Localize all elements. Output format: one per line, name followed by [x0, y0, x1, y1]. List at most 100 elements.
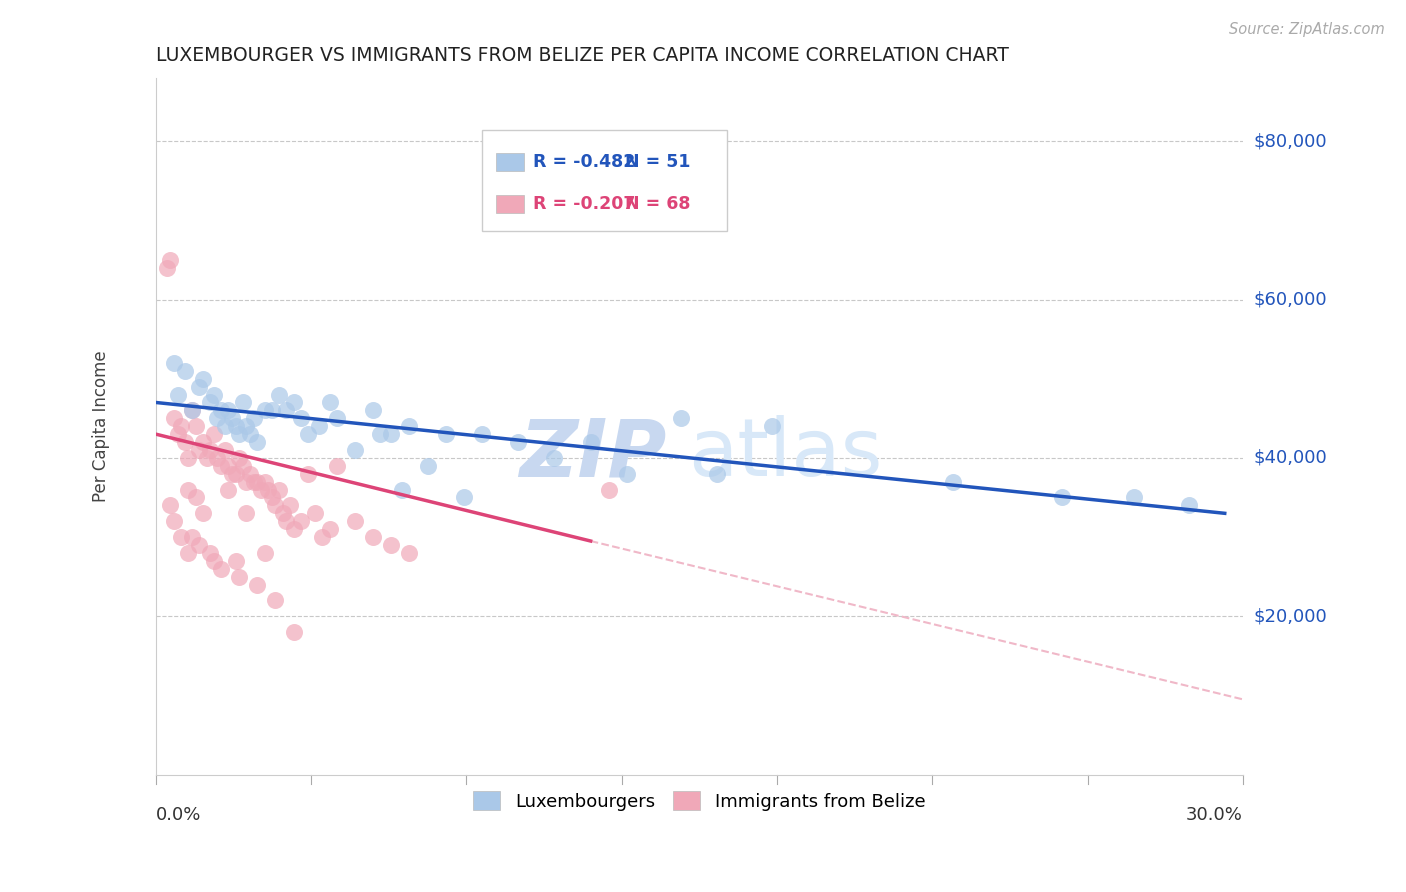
Point — [209, 562, 232, 576]
Point — [221, 411, 243, 425]
Point — [344, 442, 367, 457]
Point — [380, 538, 402, 552]
Point — [1123, 491, 1146, 505]
Point — [163, 411, 186, 425]
Point — [159, 499, 181, 513]
Point — [173, 435, 195, 450]
Text: 0.0%: 0.0% — [156, 806, 201, 824]
Point — [1050, 491, 1073, 505]
Point — [370, 427, 392, 442]
Point — [209, 403, 232, 417]
Point — [579, 435, 602, 450]
Text: Source: ZipAtlas.com: Source: ZipAtlas.com — [1229, 22, 1385, 37]
Point — [416, 458, 439, 473]
Point — [453, 491, 475, 505]
Text: Per Capita Income: Per Capita Income — [93, 351, 111, 502]
Point — [616, 467, 638, 481]
Point — [170, 530, 193, 544]
Point — [184, 491, 207, 505]
Text: LUXEMBOURGER VS IMMIGRANTS FROM BELIZE PER CAPITA INCOME CORRELATION CHART: LUXEMBOURGER VS IMMIGRANTS FROM BELIZE P… — [156, 46, 1008, 65]
Point — [278, 499, 301, 513]
Point — [202, 387, 225, 401]
Point — [398, 546, 420, 560]
Point — [1177, 499, 1199, 513]
Point — [246, 475, 269, 489]
Point — [225, 467, 247, 481]
Point — [166, 427, 188, 442]
Point — [217, 483, 239, 497]
Point — [239, 427, 262, 442]
Text: 30.0%: 30.0% — [1187, 806, 1243, 824]
Point — [198, 546, 221, 560]
Point — [297, 427, 319, 442]
Point — [181, 403, 204, 417]
Text: $20,000: $20,000 — [1254, 607, 1327, 625]
Point — [246, 435, 269, 450]
Point — [598, 483, 620, 497]
Point — [170, 419, 193, 434]
Point — [246, 577, 269, 591]
Point — [188, 379, 211, 393]
Point — [761, 419, 783, 434]
Point — [184, 419, 207, 434]
Point — [225, 554, 247, 568]
Point — [214, 442, 236, 457]
Point — [276, 514, 298, 528]
Point — [260, 491, 283, 505]
FancyBboxPatch shape — [496, 195, 524, 213]
Point — [308, 419, 330, 434]
Point — [214, 419, 236, 434]
Point — [264, 593, 287, 607]
Point — [380, 427, 402, 442]
Point — [942, 475, 965, 489]
Point — [326, 458, 349, 473]
Point — [326, 411, 349, 425]
Point — [361, 403, 384, 417]
Point — [159, 252, 181, 267]
Point — [304, 506, 326, 520]
Point — [191, 435, 214, 450]
Point — [235, 506, 257, 520]
Point — [242, 475, 264, 489]
Text: N = 68: N = 68 — [626, 195, 690, 213]
Point — [271, 506, 294, 520]
Point — [543, 450, 565, 465]
Point — [434, 427, 457, 442]
Point — [198, 442, 221, 457]
Point — [235, 419, 257, 434]
Point — [202, 427, 225, 442]
Text: R = -0.482: R = -0.482 — [533, 153, 636, 171]
Point — [228, 450, 250, 465]
Point — [260, 403, 283, 417]
Point — [297, 467, 319, 481]
Point — [391, 483, 413, 497]
Point — [319, 522, 342, 536]
Point — [250, 483, 273, 497]
FancyBboxPatch shape — [482, 130, 727, 231]
Point — [242, 411, 264, 425]
Point — [283, 395, 305, 409]
Point — [319, 395, 342, 409]
Point — [267, 387, 290, 401]
Point — [163, 356, 186, 370]
Point — [198, 395, 221, 409]
Point — [207, 411, 229, 425]
Point — [398, 419, 420, 434]
Point — [156, 260, 179, 275]
Point — [671, 411, 693, 425]
Point — [706, 467, 728, 481]
Point — [344, 514, 367, 528]
Point — [290, 514, 312, 528]
Point — [253, 403, 276, 417]
Point — [276, 403, 298, 417]
Point — [225, 419, 247, 434]
Point — [188, 442, 211, 457]
Point — [177, 546, 200, 560]
Point — [207, 450, 229, 465]
Text: $80,000: $80,000 — [1254, 132, 1327, 150]
Point — [173, 364, 195, 378]
Point — [232, 458, 254, 473]
Text: $60,000: $60,000 — [1254, 291, 1327, 309]
Point — [202, 554, 225, 568]
Point — [257, 483, 280, 497]
